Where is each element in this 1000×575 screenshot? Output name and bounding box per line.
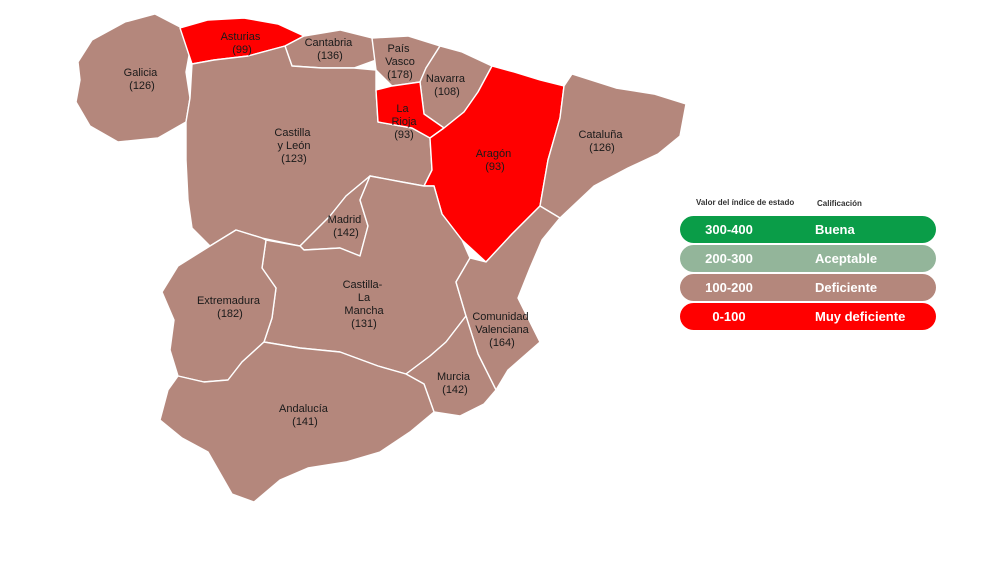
legend-range: 0-100 [712, 309, 746, 324]
legend-range: 300-400 [705, 222, 753, 237]
label-cantabria: Cantabria (136) [305, 37, 356, 62]
label-extremadura: Extremadura (182) [197, 295, 263, 320]
label-aragon: Aragón (93) [476, 148, 515, 173]
label-castilla-la-mancha: Castilla- La Mancha (131) [343, 279, 386, 330]
region-name: Navarra [426, 73, 466, 85]
region-value: (164) [489, 337, 515, 349]
region-value: (93) [394, 129, 414, 141]
region-value: (108) [434, 86, 460, 98]
label-murcia: Murcia (142) [437, 371, 473, 396]
region-name: Asturias [221, 31, 261, 43]
legend-rating: Muy deficiente [815, 309, 906, 324]
region-value: (126) [129, 80, 155, 92]
label-la-rioja: La Rioja (93) [391, 103, 417, 141]
legend: Valor del índice de estado Calificación … [680, 196, 936, 330]
region-name: La [396, 103, 409, 115]
region-andalucia[interactable] [159, 341, 435, 503]
legend-row-muy-deficiente: 0-100 Muy deficiente [680, 303, 936, 330]
legend-row-aceptable: 200-300 Aceptable [680, 245, 936, 272]
label-navarra: Navarra (108) [426, 73, 468, 98]
region-name: Aragón [476, 148, 511, 160]
region-value: (131) [351, 318, 377, 330]
region-name: Castilla [274, 127, 311, 139]
region-value: (123) [281, 153, 307, 165]
label-cataluna: Cataluña (126) [578, 129, 625, 154]
region-value: (93) [485, 161, 505, 173]
region-value: (99) [232, 44, 252, 56]
region-name-line: Valenciana [475, 324, 529, 336]
region-value: (136) [317, 50, 343, 62]
region-name: Cantabria [305, 37, 354, 49]
legend-header-rating: Calificación [817, 199, 862, 208]
region-name-line: Mancha [344, 305, 384, 317]
region-name: Cataluña [578, 129, 623, 141]
legend-rating: Buena [815, 222, 855, 237]
label-madrid: Madrid (142) [328, 214, 365, 239]
region-comunidad-valenciana[interactable] [455, 205, 561, 391]
label-pais-vasco: País Vasco (178) [385, 43, 415, 81]
legend-rating: Aceptable [815, 251, 878, 266]
region-name: Extremadura [197, 295, 261, 307]
region-name: Madrid [328, 214, 362, 226]
legend-header-value: Valor del índice de estado [696, 198, 795, 207]
legend-range: 100-200 [705, 280, 753, 295]
region-value: (142) [333, 227, 359, 239]
region-name: Comunidad [472, 311, 528, 323]
region-name: Andalucía [279, 403, 329, 415]
region-name: Castilla- [343, 279, 383, 291]
region-name-line: Vasco [385, 56, 415, 68]
legend-range: 200-300 [705, 251, 753, 266]
region-name-line: La [358, 292, 371, 304]
label-galicia: Galicia (126) [124, 67, 161, 92]
label-andalucia: Andalucía (141) [279, 403, 331, 428]
legend-row-buena: 300-400 Buena [680, 216, 936, 243]
region-name: País [387, 43, 410, 55]
legend-headers: Valor del índice de estado Calificación [680, 196, 936, 214]
region-value: (141) [292, 416, 318, 428]
label-castilla-leon: Castilla y León (123) [274, 127, 313, 165]
region-name: Galicia [124, 67, 159, 79]
legend-rating: Deficiente [815, 280, 878, 295]
region-cataluna[interactable] [539, 73, 687, 219]
region-name-line: Rioja [391, 116, 417, 128]
region-value: (178) [387, 69, 413, 81]
label-asturias: Asturias (99) [221, 31, 264, 56]
legend-row-deficiente: 100-200 Deficiente [680, 274, 936, 301]
region-name-line: y León [277, 140, 310, 152]
region-value: (126) [589, 142, 615, 154]
label-comunidad-valenciana: Comunidad Valenciana (164) [472, 311, 531, 349]
region-value: (182) [217, 308, 243, 320]
region-name: Murcia [437, 371, 471, 383]
region-value: (142) [442, 384, 468, 396]
